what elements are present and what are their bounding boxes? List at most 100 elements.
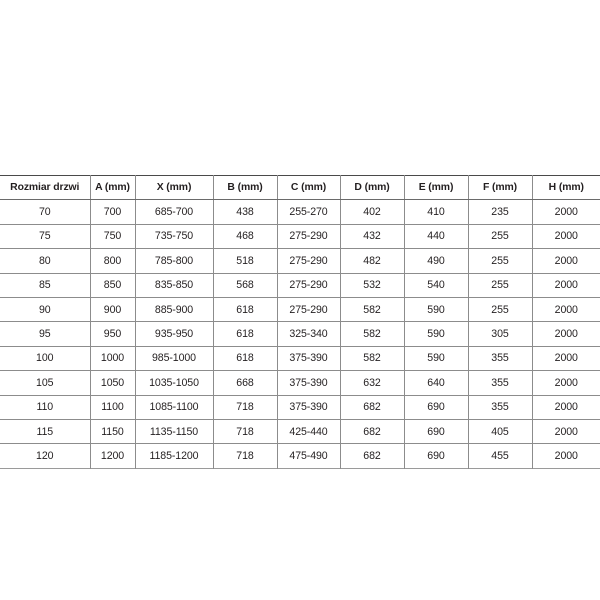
table-cell: 590 [404,297,469,323]
table-cell: 255 [468,224,533,250]
column-header: E (mm) [404,175,469,201]
table-cell: 618 [213,321,278,347]
table-cell: 700 [90,199,136,225]
door-size-specification-table: Rozmiar drzwi A (mm) X (mm) B (mm) C (mm) D (… [0,175,600,469]
table-cell: 490 [404,248,469,274]
table-cell: 2000 [532,273,600,298]
table-header: Rozmiar drzwi A (mm) X (mm) B (mm) C (mm) D (… [0,175,600,201]
column-header: C (mm) [277,175,341,201]
table-cell: 885-900 [135,297,214,323]
table-cell: 2000 [554,449,578,462]
table-cell: 255-270 [277,199,341,225]
table-cell: 325-340 [277,321,341,347]
table-cell: 690 [404,419,469,445]
table-cell: 1035-1050 [135,370,214,396]
table-cell: 682 [340,395,405,420]
table-cell: 275-290 [277,248,341,274]
table-cell: 800 [90,248,136,274]
table-cell: 640 [404,370,469,396]
table-cell: 235 [468,199,533,225]
table-cell: 618 [213,297,278,323]
cell-door-size: 105 [0,370,91,396]
table-row: 90 900 885-900 618 275-290 582 590 255 2000 [0,297,600,323]
table-cell: 2000 [532,297,600,323]
column-header: Rozmiar drzwi [0,175,91,201]
table-cell: 900 [90,297,136,323]
table-cell: 690 [404,395,469,420]
table-cell: 355 [468,346,533,372]
column-header: F (mm) [468,175,533,201]
table-cell: 718 [213,395,278,420]
column-header: H (mm) [532,175,600,201]
table-row: 85 850 835-850 568 275-290 532 540 255 2000 [0,273,600,298]
table-cell: 1185-1200 [135,443,214,469]
table-cell: 375-390 [277,370,341,396]
column-header: A (mm) [90,175,136,201]
table-cell: 355 [468,370,533,396]
table-cell: 2000 [532,346,600,372]
table-cell: 835-850 [135,273,214,298]
table-row: 95 950 935-950 618 325-340 582 590 305 2000 [0,321,600,347]
table-cell: 2000 [532,248,600,274]
table-cell: 632 [340,370,405,396]
table-cell: 375-390 [277,346,341,372]
table-cell: 425-440 [277,419,341,445]
table-cell: 475-490 [277,443,341,469]
table-cell: 468 [213,224,278,250]
table-cell: 482 [340,248,405,274]
table-row: 70 700 685-700 438 255-270 402 410 235 2000 [0,199,600,225]
table-cell: 718 [213,443,278,469]
cell-door-size: 75 [0,224,91,250]
table-header-row: Rozmiar drzwi A (mm) X (mm) B (mm) C (mm) D (… [0,175,600,201]
cell-door-size: 95 [0,321,91,347]
column-header: X (mm) [135,175,214,201]
table-cell: 785-800 [135,248,214,274]
table-cell: 682 [340,419,405,445]
table-cell: 1050 [90,370,136,396]
table-cell: 682 [340,443,405,469]
table-row: 80 800 785-800 518 275-290 482 490 255 2000 [0,248,600,274]
table-cell: 582 [340,346,405,372]
table-cell: 410 [404,199,469,225]
table-cell: 518 [213,248,278,274]
table-cell: 432 [340,224,405,250]
table-cell: 275-290 [277,273,341,298]
table-cell: 718 [213,419,278,445]
table-cell: 305 [468,321,533,347]
table-body: 70 700 685-700 438 255-270 402 410 235 2000 75 750… [0,199,600,469]
table-cell: 1150 [90,419,136,445]
table-cell: 1135-1150 [135,419,214,445]
table-cell: 275-290 [277,297,341,323]
table-row: 100 1000 985-1000 618 375-390 582 590 355 2000 [0,346,600,372]
cell-door-size: 115 [0,419,91,445]
column-header: B (mm) [213,175,278,201]
table-cell: 668 [213,370,278,396]
table-cell: 935-950 [135,321,214,347]
cell-door-size: 70 [0,199,91,225]
table-cell: 532 [340,273,405,298]
table-cell: 950 [90,321,136,347]
table-cell: 582 [340,321,405,347]
table-cell: 255 [468,248,533,274]
table-row: 120 1200 1185-1200 718 475-490 682 690 455 2000 [0,443,600,469]
table-cell: 850 [90,273,136,298]
table-cell: 985-1000 [135,346,214,372]
table-cell: 735-750 [135,224,214,250]
table-cell: 405 [468,419,533,445]
cell-door-size: 90 [0,297,91,323]
table-cell: 582 [340,297,405,323]
table-cell: 1000 [90,346,136,372]
table-cell: 2000 [532,321,600,347]
table-row: 110 1100 1085-1100 718 375-390 682 690 355 2000 [0,395,600,420]
cell-door-size: 100 [0,346,91,372]
table-cell: 685-700 [135,199,214,225]
table-row: 105 1050 1035-1050 668 375-390 632 640 355 2000 [0,370,600,396]
table-cell: 2000 [532,419,600,445]
table-cell: 618 [213,346,278,372]
table-cell: 2000 [532,395,600,420]
table-cell: 255 [468,273,533,298]
table-cell: 375-390 [277,395,341,420]
table-cell: 275-290 [277,224,341,250]
table-cell: 355 [468,395,533,420]
table-cell: 540 [404,273,469,298]
